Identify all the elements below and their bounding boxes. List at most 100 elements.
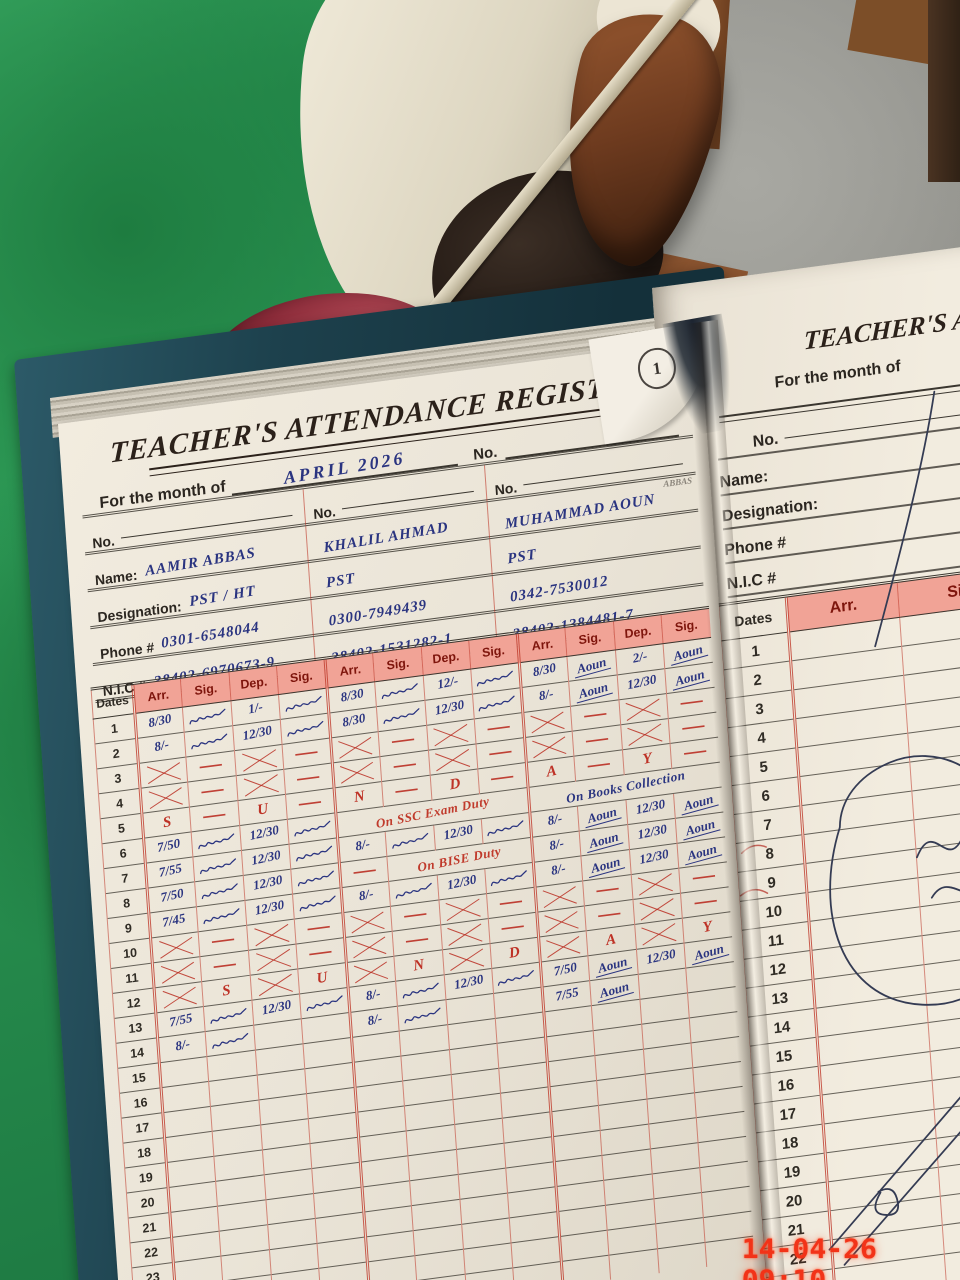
handwritten-time: 1/- bbox=[247, 698, 264, 717]
att-row: 6 7/50 12/30 On SSC Exam Duty On Books Colle… bbox=[101, 762, 722, 869]
att-cell bbox=[481, 812, 532, 844]
handwritten-time: 7/50 bbox=[552, 959, 578, 979]
att-cell bbox=[191, 825, 242, 857]
x-mark bbox=[540, 933, 587, 959]
signature-scribble bbox=[404, 1007, 441, 1023]
aoun-signature: Aoun bbox=[586, 853, 626, 878]
handwritten-time: 12/30 bbox=[260, 996, 293, 1018]
att-cell bbox=[184, 725, 235, 758]
att-cell bbox=[287, 812, 338, 845]
att-cell bbox=[196, 900, 247, 932]
att-cell bbox=[472, 687, 523, 719]
signature-scribble bbox=[498, 969, 535, 986]
right-page-title: TEACHER'S ATTENDANCE REGISTER bbox=[803, 266, 960, 356]
signature-scribble bbox=[189, 708, 226, 724]
att-cell bbox=[374, 675, 425, 707]
handwritten-time: 8/- bbox=[537, 685, 554, 704]
att-cell bbox=[470, 662, 521, 695]
sunday-letter: D bbox=[508, 943, 521, 962]
aoun-signature: Aoun bbox=[573, 678, 614, 703]
aoun-signature: Aoun bbox=[582, 803, 623, 828]
x-mark bbox=[348, 959, 395, 985]
att-row: 2 8/- 12/30 8/30 12/30 8/- Aoun 12/30 Aoun bbox=[94, 662, 715, 769]
right-month-label: For the month of bbox=[774, 357, 902, 392]
att-row: 9 7/45 12/30 8/- 12/30 8/- Aoun 12/30 Aoun bbox=[107, 836, 727, 944]
left-page: TEACHER'S ATTENDANCE REGISTER For the mo… bbox=[58, 339, 769, 1280]
signature-scribble bbox=[395, 882, 432, 899]
signature-scribble bbox=[285, 695, 322, 712]
att-cell bbox=[656, 1242, 707, 1274]
att-row: 13 7/55 12/30 8/- 12/30 7/50 Aoun 12/30 Aoun bbox=[114, 936, 734, 1044]
signature-scribble bbox=[479, 695, 515, 711]
att-cell bbox=[203, 1000, 254, 1032]
handwritten-time: 7/55 bbox=[157, 860, 183, 880]
handwritten-time: 12/30 bbox=[253, 896, 286, 918]
signature-scribble bbox=[477, 670, 514, 686]
handwritten-time: 7/45 bbox=[161, 909, 187, 930]
handwritten-time: 12/30 bbox=[625, 671, 657, 693]
handwritten-time: 8/- bbox=[366, 1010, 383, 1029]
aoun-signature: Aoun bbox=[668, 640, 709, 666]
signature-scribble bbox=[383, 707, 420, 724]
aoun-signature: Aoun bbox=[680, 815, 721, 840]
att-cell bbox=[205, 1025, 256, 1057]
x-mark bbox=[251, 971, 299, 997]
handwritten-time: 12/30 bbox=[433, 696, 465, 718]
att-row: 14 8/- 8/- 7/55 Aoun bbox=[115, 961, 736, 1069]
aoun-signature: Aoun bbox=[669, 665, 710, 691]
signature-scribble bbox=[299, 895, 336, 911]
handwritten-time: 12/30 bbox=[250, 846, 282, 868]
handwritten-time: 8/- bbox=[174, 1035, 191, 1054]
camera-timestamp: 14-04-26 09:10 bbox=[741, 1234, 877, 1280]
att-cell bbox=[376, 700, 427, 732]
att-cell bbox=[397, 999, 448, 1032]
handwritten-time: 8/30 bbox=[341, 709, 367, 730]
handwritten-time: 8/30 bbox=[339, 685, 365, 705]
att-cell bbox=[182, 700, 233, 733]
x-mark bbox=[635, 921, 683, 947]
signature-scribble bbox=[293, 820, 330, 837]
att-cell bbox=[385, 825, 436, 857]
att-cell bbox=[608, 1248, 659, 1280]
handwritten-time: 12/30 bbox=[442, 821, 474, 843]
signature-scribble bbox=[402, 982, 439, 998]
handwritten-time: 12/30 bbox=[636, 820, 668, 843]
x-mark bbox=[156, 984, 203, 1010]
teacher1-designation: PST / HT bbox=[188, 583, 257, 611]
att-cell bbox=[193, 850, 244, 882]
handwritten-time: 8/- bbox=[547, 835, 565, 854]
handwritten-time: 12/30 bbox=[452, 971, 485, 993]
sunday-letter: N bbox=[412, 956, 426, 975]
signature-scribble bbox=[286, 720, 323, 737]
handwritten-time: 8/30 bbox=[147, 710, 173, 731]
handwritten-time: 2/- bbox=[631, 647, 648, 666]
aoun-signature: Aoun bbox=[584, 828, 624, 853]
att-cell bbox=[491, 962, 542, 994]
att-cell bbox=[395, 974, 446, 1007]
signature-scribble bbox=[203, 907, 240, 924]
att-cell bbox=[299, 987, 350, 1019]
signature-scribble bbox=[381, 682, 418, 699]
sunday-letter: U bbox=[315, 968, 329, 987]
att-cell bbox=[291, 862, 341, 895]
att-cell bbox=[278, 688, 329, 720]
signature-scribble bbox=[191, 733, 228, 749]
handwritten-time: 12/30 bbox=[241, 722, 273, 744]
att-cell bbox=[484, 862, 535, 894]
handwritten-time: 7/50 bbox=[156, 835, 182, 855]
att-cell bbox=[280, 713, 331, 745]
att-body: 1 8/30 1/- 8/30 12/- 8/30 Aoun 2/- Aoun 2 8/- 12/30… bbox=[93, 637, 755, 1280]
handwritten-time: 12/30 bbox=[637, 845, 670, 868]
handwritten-time: 12/30 bbox=[248, 821, 280, 843]
handwritten-time: 12/30 bbox=[644, 945, 677, 967]
signature-scribble bbox=[201, 882, 238, 899]
att-row: 1 8/30 1/- 8/30 12/- 8/30 Aoun 2/- Aoun bbox=[93, 637, 713, 744]
handwritten-time: 8/- bbox=[549, 860, 567, 879]
bench-leg bbox=[928, 0, 960, 182]
att-cell bbox=[388, 875, 439, 907]
sunday-letter: S bbox=[221, 981, 233, 1000]
aoun-signature: Aoun bbox=[678, 790, 719, 815]
att-cell bbox=[195, 875, 245, 907]
aoun-signature: Aoun bbox=[689, 940, 730, 965]
